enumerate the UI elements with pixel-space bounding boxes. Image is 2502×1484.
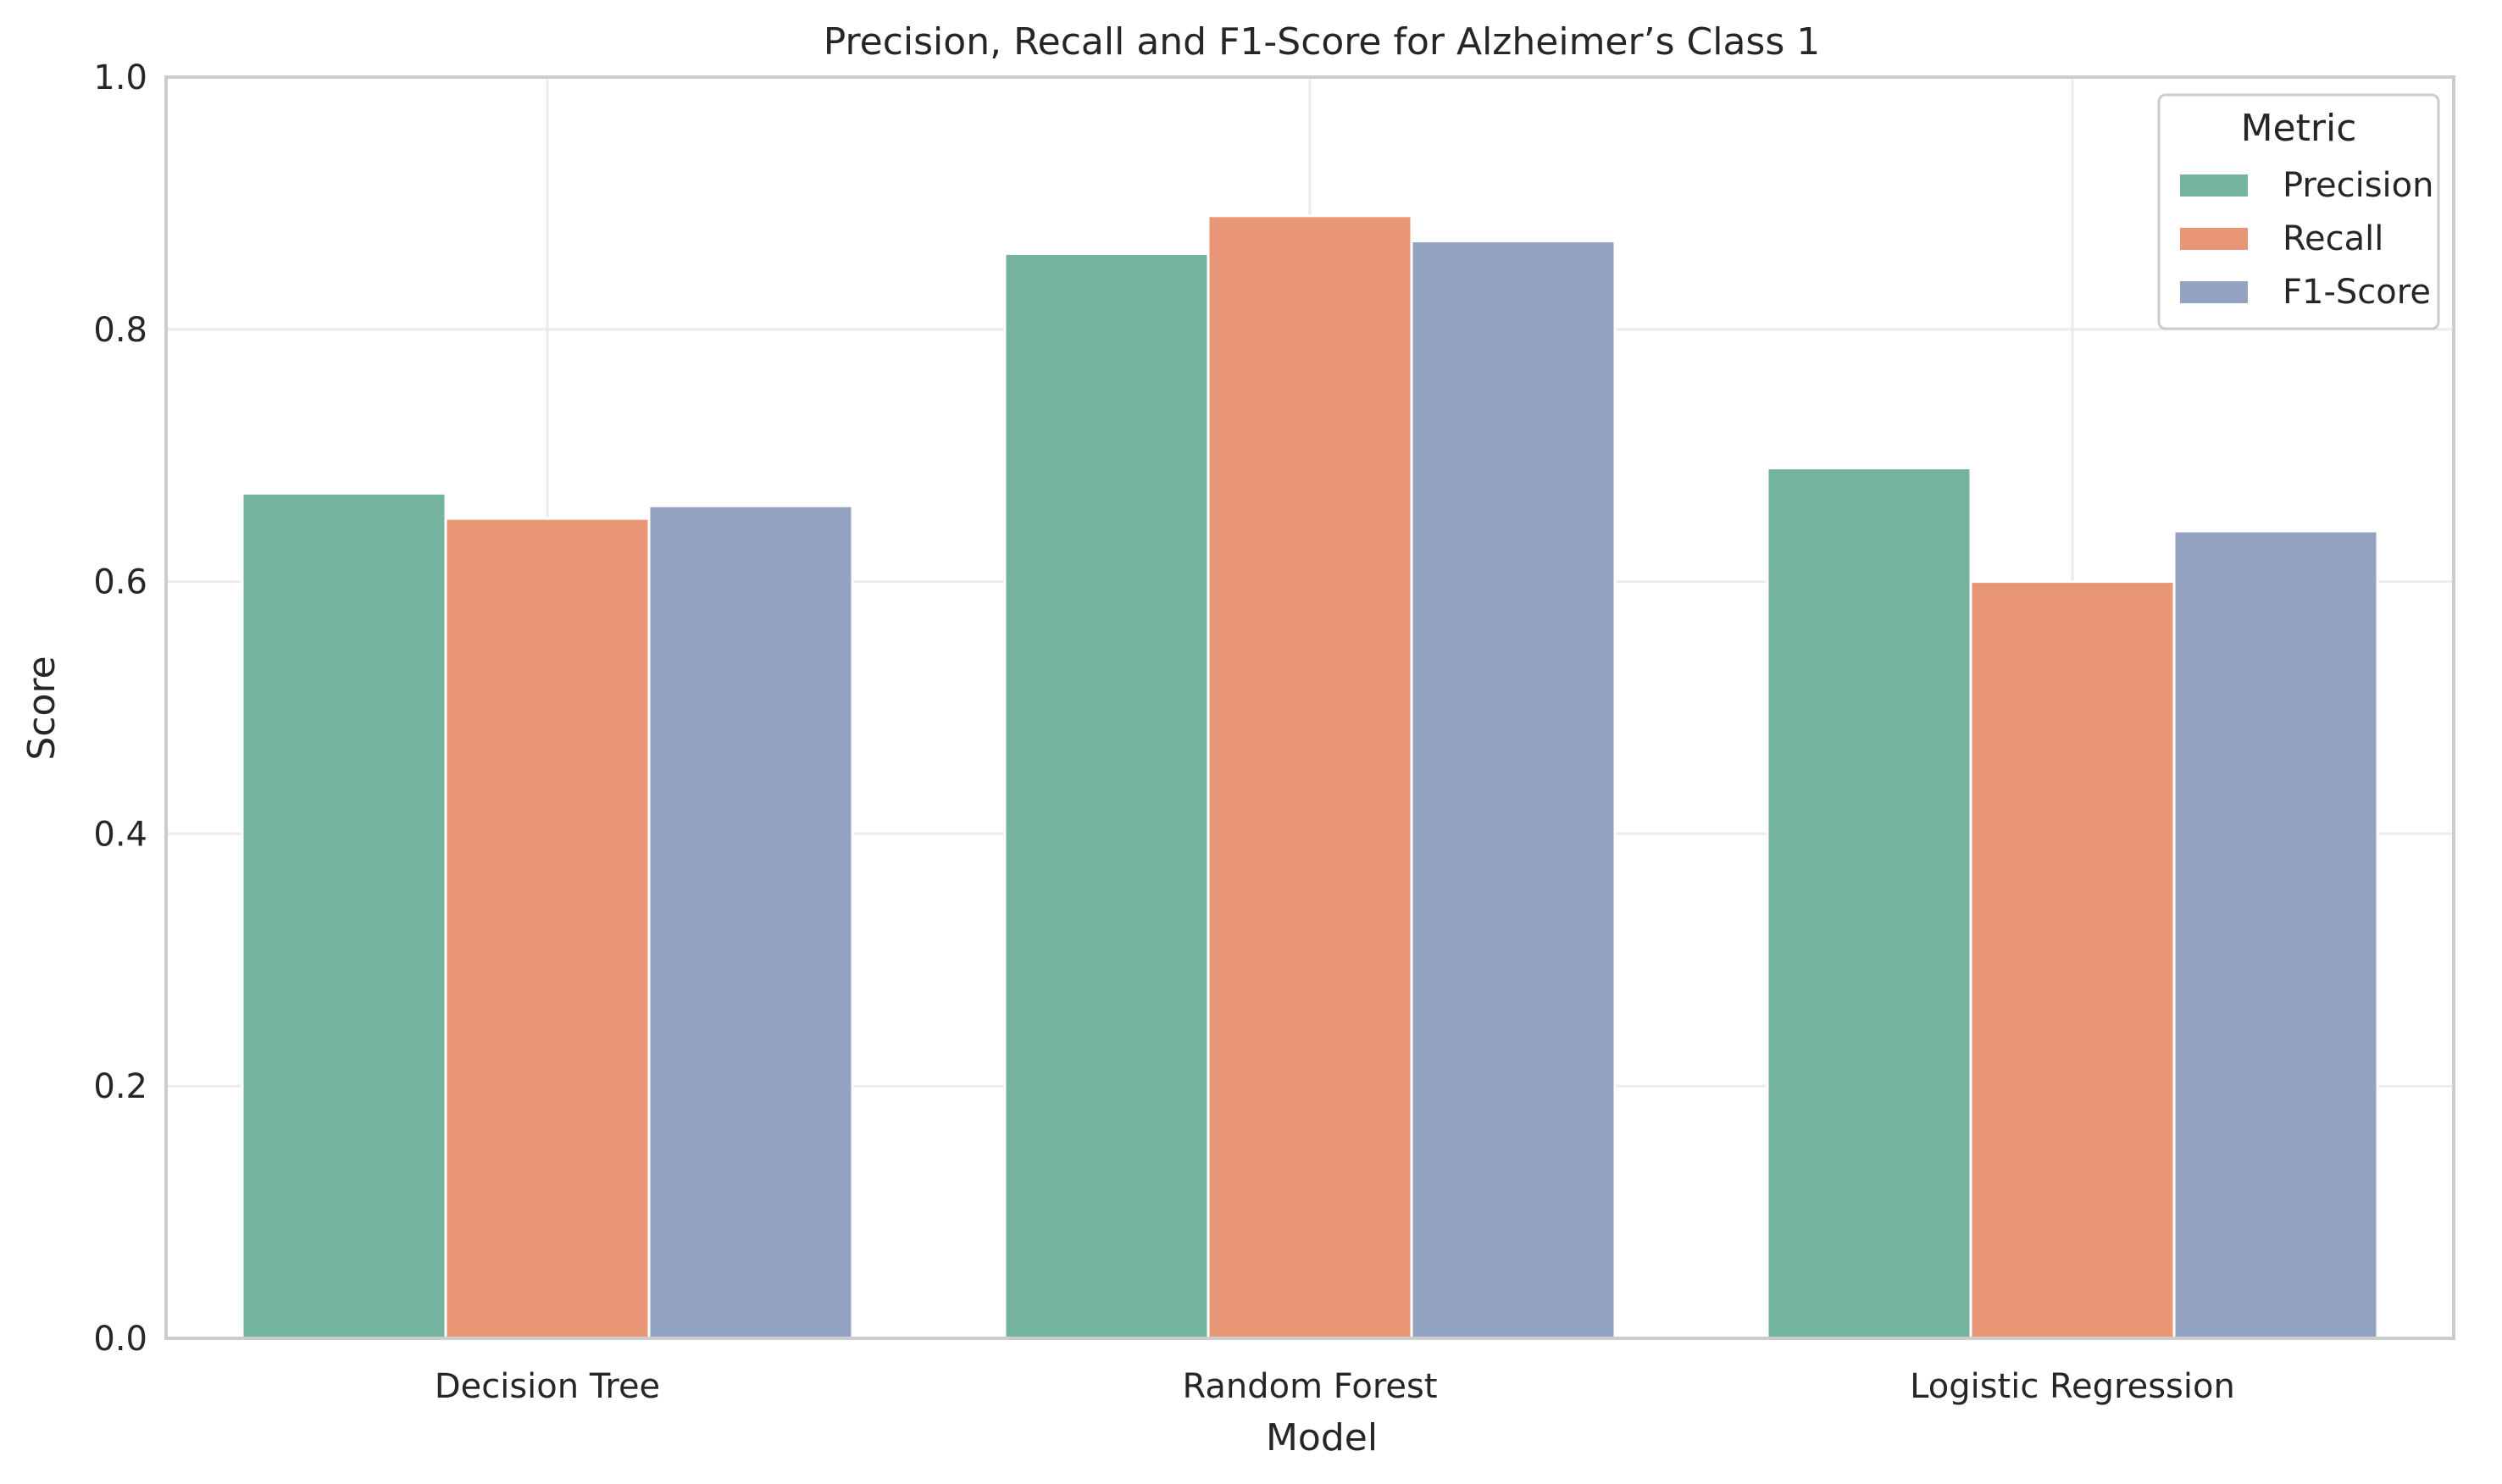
x-tick-labels: Decision Tree Random Forest Logistic Regre… [435, 1367, 2235, 1406]
legend-title: Metric [2241, 107, 2357, 150]
legend-label: F1-Score [2283, 273, 2431, 312]
bar-f1-score [1410, 240, 1617, 1340]
bar-recall [444, 517, 651, 1340]
x-axis-label: Model [1266, 1416, 1378, 1459]
plot-frame [164, 75, 2455, 1340]
x-tick-label: Decision Tree [435, 1367, 660, 1406]
legend-swatch [2178, 173, 2250, 198]
legend-items: Precision Recall F1-Score [2178, 166, 2433, 312]
legend-box [2157, 93, 2440, 330]
y-tick-label: 0.0 [93, 1320, 147, 1359]
x-tick-label: Random Forest [1182, 1367, 1437, 1406]
legend: Metric Precision Recall F1-Score [2157, 93, 2440, 330]
bar-f1-score [2172, 529, 2379, 1340]
x-tick-label: Logistic Regression [1910, 1367, 2235, 1406]
y-tick-label: 0.4 [93, 815, 147, 854]
bar-precision [241, 491, 447, 1340]
bars [241, 214, 2379, 1340]
y-tick-labels: 0.0 0.2 0.4 0.6 0.8 1.0 [93, 58, 147, 1359]
y-tick-label: 1.0 [93, 58, 147, 97]
y-tick-label: 0.6 [93, 563, 147, 602]
bar-precision [1003, 252, 1210, 1340]
y-tick-label: 0.8 [93, 311, 147, 350]
legend-label: Precision [2283, 166, 2433, 205]
y-tick-label: 0.2 [93, 1067, 147, 1106]
bar-recall [1969, 580, 2176, 1340]
bar-recall [1207, 214, 1413, 1340]
legend-swatch [2178, 280, 2250, 305]
bar-f1-score [647, 504, 854, 1340]
bar-precision [1766, 467, 1972, 1340]
chart-title: Precision, Recall and F1-Score for Alzhe… [824, 20, 1820, 64]
legend-label: Recall [2283, 219, 2383, 258]
y-axis-label: Score [20, 656, 64, 760]
legend-swatch [2178, 226, 2250, 252]
